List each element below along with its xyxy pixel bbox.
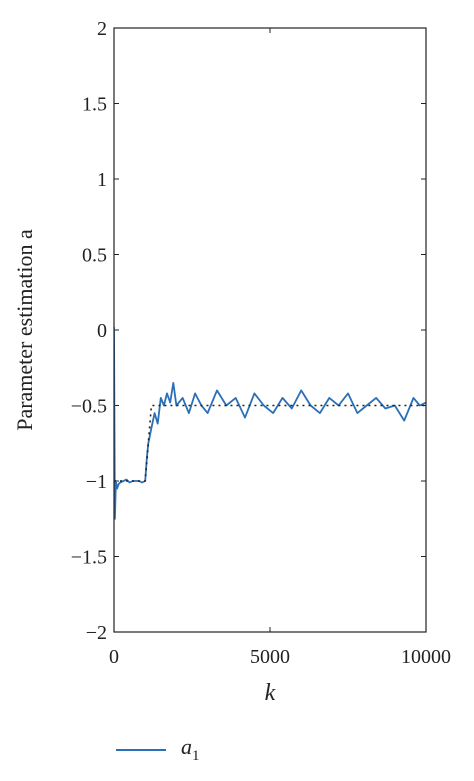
y-axis-label: Parameter estimation a xyxy=(12,229,37,431)
legend: a1 xyxy=(116,734,200,764)
y-tick-label: −0.5 xyxy=(71,396,107,418)
legend-label: a1 xyxy=(181,734,200,764)
y-tick-label: 0.5 xyxy=(82,245,107,267)
y-tick-label: 0 xyxy=(97,320,107,342)
series-line-reference xyxy=(114,404,426,482)
legend-label-subscript: 1 xyxy=(192,748,200,764)
y-tick-label: 2 xyxy=(97,18,107,40)
x-tick-label: 5000 xyxy=(250,646,290,668)
legend-label-base: a xyxy=(181,734,192,759)
y-tick-label: −1.5 xyxy=(71,547,107,569)
x-tick-label: 10000 xyxy=(401,646,451,668)
axes-frame xyxy=(113,27,427,633)
series-line-a1 xyxy=(114,326,426,520)
y-tick-label: −2 xyxy=(86,622,107,644)
tick-marks xyxy=(113,27,427,633)
x-axis-label: k xyxy=(265,680,276,706)
y-tick-label: 1 xyxy=(97,169,107,191)
y-tick-label: −1 xyxy=(86,471,107,493)
x-tick-labels: 0 5000 10000 xyxy=(109,646,451,668)
y-tick-labels: 2 1.5 1 0.5 0 −0.5 −1 −1.5 −2 xyxy=(71,18,107,644)
y-tick-label: 1.5 xyxy=(82,94,107,116)
x-tick-label: 0 xyxy=(109,646,119,668)
plot-area xyxy=(114,326,426,520)
